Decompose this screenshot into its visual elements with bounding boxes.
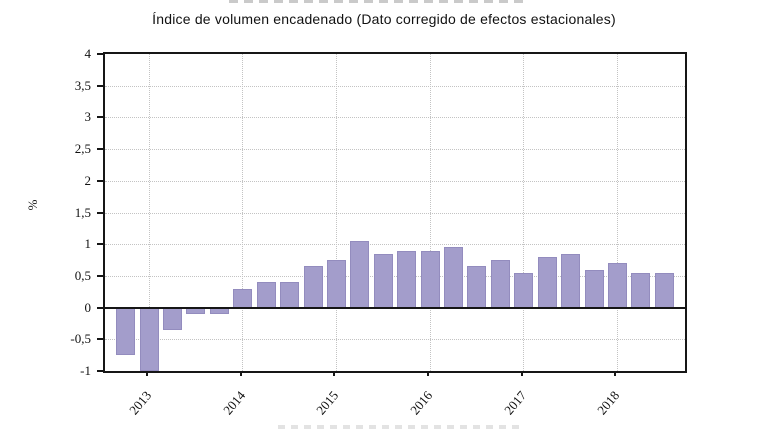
x-tick bbox=[239, 371, 242, 376]
y-tick-label: -0,5 bbox=[70, 331, 91, 347]
y-tick-label: 3,5 bbox=[74, 77, 91, 93]
x-tick bbox=[614, 371, 617, 376]
y-tick bbox=[97, 116, 103, 119]
bar bbox=[326, 260, 346, 308]
y-tick bbox=[97, 179, 103, 182]
chart-title: Índice de volumen encadenado (Dato corre… bbox=[152, 11, 616, 27]
bar bbox=[631, 272, 651, 308]
gridline-h bbox=[105, 117, 685, 119]
y-tick bbox=[97, 338, 103, 341]
bar bbox=[467, 266, 487, 308]
gridline-v bbox=[523, 54, 525, 371]
gridline-h bbox=[105, 212, 685, 214]
zero-line bbox=[105, 306, 685, 309]
x-tick-label: 2013 bbox=[126, 387, 155, 418]
x-tick-label: 2016 bbox=[407, 387, 436, 418]
bar bbox=[537, 256, 557, 308]
y-tick-label: 0,5 bbox=[74, 267, 91, 283]
y-tick-label: 2,5 bbox=[74, 141, 91, 157]
bar bbox=[514, 272, 534, 308]
bar bbox=[490, 260, 510, 308]
bar bbox=[444, 247, 464, 308]
y-tick-label: 2 bbox=[84, 172, 92, 188]
y-tick bbox=[97, 211, 103, 214]
clipped-caption-remnant bbox=[278, 425, 522, 429]
bar bbox=[139, 307, 159, 371]
y-axis: 4 3,5 3 2,5 2 1,5 1 0,5 0 -0,5 -1 bbox=[0, 47, 103, 378]
gridline-h bbox=[105, 339, 685, 341]
gridline-h bbox=[105, 149, 685, 151]
y-tick-label: -1 bbox=[80, 363, 91, 378]
x-tick bbox=[146, 371, 149, 376]
y-tick bbox=[97, 274, 103, 277]
bar bbox=[163, 307, 183, 330]
gridline-v bbox=[429, 54, 431, 371]
bar bbox=[397, 250, 417, 308]
y-tick-label: 1 bbox=[84, 236, 92, 252]
bar bbox=[420, 250, 440, 308]
y-tick bbox=[97, 306, 103, 309]
gridline-v bbox=[148, 54, 150, 371]
gridline-h bbox=[105, 180, 685, 182]
bar bbox=[256, 282, 276, 308]
x-tick-label: 2015 bbox=[313, 387, 342, 418]
gridline-v bbox=[616, 54, 618, 371]
bar bbox=[280, 282, 300, 308]
y-tick bbox=[97, 84, 103, 87]
x-tick bbox=[520, 371, 523, 376]
bar bbox=[607, 263, 627, 308]
x-tick-label: 2017 bbox=[500, 387, 529, 418]
bar bbox=[233, 288, 253, 308]
y-tick-label: 1,5 bbox=[74, 204, 91, 220]
bar bbox=[373, 253, 393, 308]
y-tick bbox=[97, 53, 103, 55]
x-tick-label: 2018 bbox=[594, 387, 623, 418]
x-axis: 2013 2014 2015 2016 2017 2018 bbox=[103, 371, 683, 429]
y-tick-label: 0 bbox=[84, 299, 92, 315]
y-tick-label: 3 bbox=[84, 109, 92, 125]
bar bbox=[303, 266, 323, 308]
gridline-h bbox=[105, 275, 685, 277]
x-tick bbox=[427, 371, 430, 376]
bar bbox=[561, 253, 581, 308]
clipped-title-remnant bbox=[229, 0, 523, 3]
gridline-h bbox=[105, 244, 685, 246]
y-tick bbox=[97, 370, 103, 372]
bar bbox=[584, 269, 604, 308]
plot-area bbox=[103, 52, 687, 373]
bar bbox=[350, 241, 370, 308]
bar bbox=[654, 272, 674, 308]
y-tick bbox=[97, 243, 103, 246]
y-tick-label: 4 bbox=[84, 46, 92, 61]
gridline-v bbox=[242, 54, 244, 371]
x-tick bbox=[333, 371, 336, 376]
y-tick bbox=[97, 148, 103, 151]
x-tick-label: 2014 bbox=[219, 387, 248, 418]
gridline-h bbox=[105, 85, 685, 87]
gridline-v bbox=[335, 54, 337, 371]
bar bbox=[116, 307, 136, 356]
